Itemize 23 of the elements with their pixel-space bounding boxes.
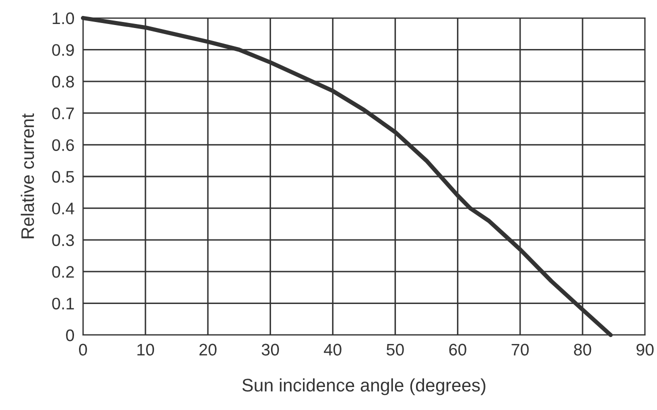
y-axis-title: Relative current (20, 113, 34, 238)
x-tick-label: 20 (199, 344, 217, 356)
x-tick-label: 50 (386, 344, 404, 356)
y-tick-label: 0.9 (52, 44, 74, 56)
y-tick-label: 0.6 (52, 139, 74, 152)
x-tick-label: 80 (574, 344, 592, 356)
y-tick-label: 0.8 (52, 76, 74, 88)
y-tick-label: 0.7 (52, 108, 74, 120)
y-tick-label: 0.2 (52, 266, 74, 278)
x-axis-title: Sun incidence angle (degrees) (242, 378, 486, 396)
x-tick-label: 60 (449, 344, 466, 356)
y-tick-label: 0.1 (52, 298, 74, 310)
y-tick-label: 0.5 (52, 170, 74, 183)
x-tick-label: 70 (512, 344, 529, 356)
y-tick-label: 0.4 (52, 202, 74, 214)
x-tick-label: 0 (79, 344, 87, 356)
x-tick-label: 40 (324, 344, 342, 356)
x-tick-label: 10 (137, 344, 154, 356)
y-tick-label: 0 (66, 329, 74, 342)
y-tick-label: 0.3 (52, 234, 74, 246)
y-tick-label: 1.0 (52, 12, 74, 24)
x-tick-label: 90 (636, 344, 654, 356)
x-tick-label: 30 (262, 344, 279, 356)
